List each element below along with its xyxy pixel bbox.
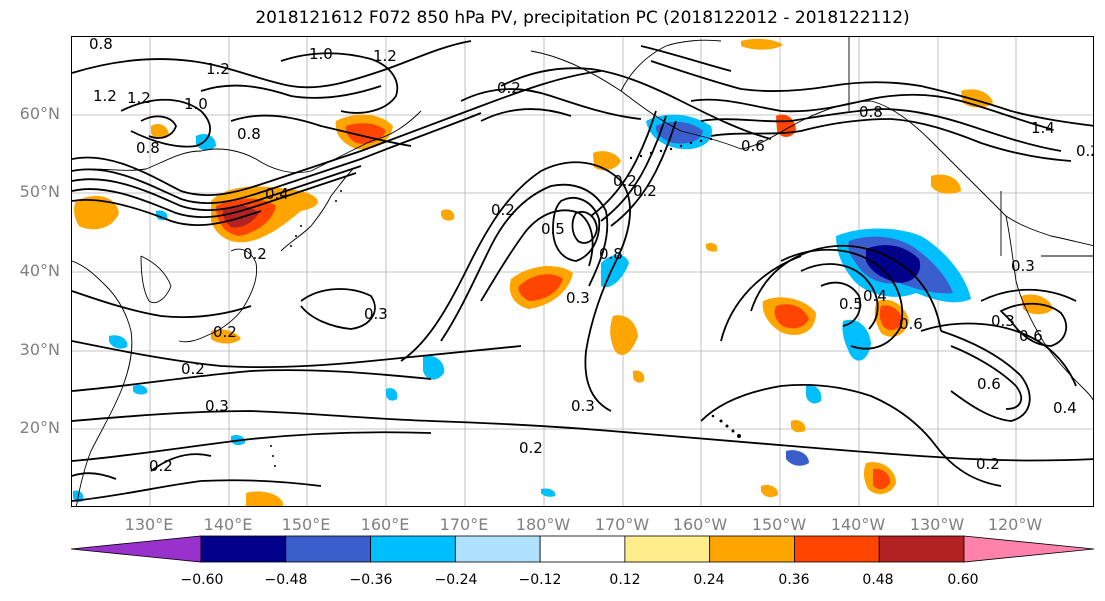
contour-label: 0.8: [136, 139, 160, 157]
contour-label: 1.2: [373, 47, 397, 65]
lon-label-170w: 170°W: [594, 515, 650, 534]
contour-label: 0.6: [899, 315, 923, 333]
contour-label: 1.2: [127, 89, 151, 107]
colorbar-tick: 0.36: [778, 572, 810, 588]
lat-label-30n: 30°N: [19, 340, 60, 359]
lat-label-50n: 50°N: [19, 182, 60, 201]
contour-label: 0.3: [991, 312, 1015, 330]
contour-label: 0.3: [571, 397, 595, 415]
colorbar-segment: [454, 535, 541, 563]
contour-label: 1.2: [206, 60, 230, 78]
lon-label-170e: 170°E: [439, 515, 489, 534]
contour-label: 1.0: [184, 95, 208, 113]
colorbar-tick: 0.48: [862, 572, 894, 588]
lon-label-180w: 180°W: [515, 515, 571, 534]
lon-label-150w: 150°W: [751, 515, 807, 534]
colorbar-segment: [370, 535, 456, 563]
lon-label-160e: 160°E: [360, 515, 410, 534]
colorbar-segment: [539, 535, 626, 563]
contour-label: 0.3: [566, 289, 590, 307]
contour-label: 1.4: [1031, 119, 1055, 137]
contour-label: 0.6: [977, 375, 1001, 393]
contour-label: 0.2: [149, 457, 173, 475]
colorbar-tick: 0.24: [693, 572, 725, 588]
colorbar-segment: [624, 535, 711, 563]
contour-label: 0.4: [863, 287, 887, 305]
contour-label: 1.0: [309, 45, 333, 63]
lon-label-130w: 130°W: [909, 515, 965, 534]
contour-label: 0.2: [181, 360, 205, 378]
lat-label-40n: 40°N: [19, 261, 60, 280]
lon-label-160w: 160°W: [672, 515, 728, 534]
precip-positive-shading: [74, 38, 1053, 506]
contour-label: 0.2: [243, 245, 267, 263]
contour-label: 0.8: [89, 37, 113, 53]
colorbar-tick: −0.60: [180, 572, 224, 588]
contour-label: 0.4: [1053, 399, 1077, 417]
contour-label: 0.4: [265, 185, 289, 203]
colorbar-tick: −0.12: [518, 572, 562, 588]
contour-label: 0.2: [613, 172, 637, 190]
contour-label: 0.3: [205, 397, 229, 415]
lon-label-120w: 120°W: [987, 515, 1043, 534]
contour-label: 0.2: [497, 79, 521, 97]
islands: [270, 137, 741, 467]
contour-label: 0.6: [1019, 327, 1043, 345]
colorbar-segment: [709, 535, 795, 563]
colorbar-tick: 0.60: [947, 572, 979, 588]
contour-label: 0.3: [364, 305, 388, 323]
pv-contours: [72, 40, 1093, 502]
lon-label-150e: 150°E: [281, 515, 331, 534]
contour-label: 1.2: [93, 87, 117, 105]
contour-label: 0.6: [741, 137, 765, 155]
contour-label: 0.5: [839, 295, 863, 313]
contour-labels: 0.8 1.2 1.0 1.2 1.2 1.0 0.8 0.8 0.4 0.2 …: [89, 37, 1094, 475]
colorbar-tick: −0.24: [434, 572, 478, 588]
contour-label: 0.2: [491, 201, 515, 219]
contour-label: 0.2: [976, 455, 1000, 473]
colorbar-tick: −0.36: [349, 572, 393, 588]
colorbar-extend-high: [963, 535, 1094, 563]
colorbar-extend-low: [71, 535, 202, 563]
colorbar: [71, 535, 1094, 563]
contour-label: 0.2: [1076, 142, 1094, 160]
lon-label-140e: 140°E: [203, 515, 253, 534]
contour-label: 0.3: [1011, 257, 1035, 275]
contour-label: 0.8: [237, 125, 261, 143]
contour-label: 0.8: [859, 103, 883, 121]
contour-label: 0.8: [599, 245, 623, 263]
lat-label-20n: 20°N: [19, 418, 60, 437]
map-title: 2018121612 F072 850 hPa PV, precipitatio…: [255, 8, 910, 28]
lon-label-130e: 130°E: [124, 515, 174, 534]
colorbar-tick: −0.48: [264, 572, 308, 588]
map-canvas: 0.8 1.2 1.0 1.2 1.2 1.0 0.8 0.8 0.4 0.2 …: [72, 37, 1094, 506]
lon-label-140w: 140°W: [830, 515, 886, 534]
lat-label-60n: 60°N: [19, 104, 60, 123]
contour-label: 0.5: [541, 220, 565, 238]
colorbar-segment: [794, 535, 880, 563]
contour-label: 0.2: [633, 182, 657, 200]
colorbar-segment: [200, 535, 287, 563]
contour-label: 0.2: [519, 439, 543, 457]
map-panel: 0.8 1.2 1.0 1.2 1.2 1.0 0.8 0.8 0.4 0.2 …: [71, 36, 1094, 507]
colorbar-segment: [878, 535, 965, 563]
colorbar-segment: [285, 535, 371, 563]
colorbar-tick: 0.12: [609, 572, 641, 588]
contour-label: 0.2: [213, 323, 237, 341]
